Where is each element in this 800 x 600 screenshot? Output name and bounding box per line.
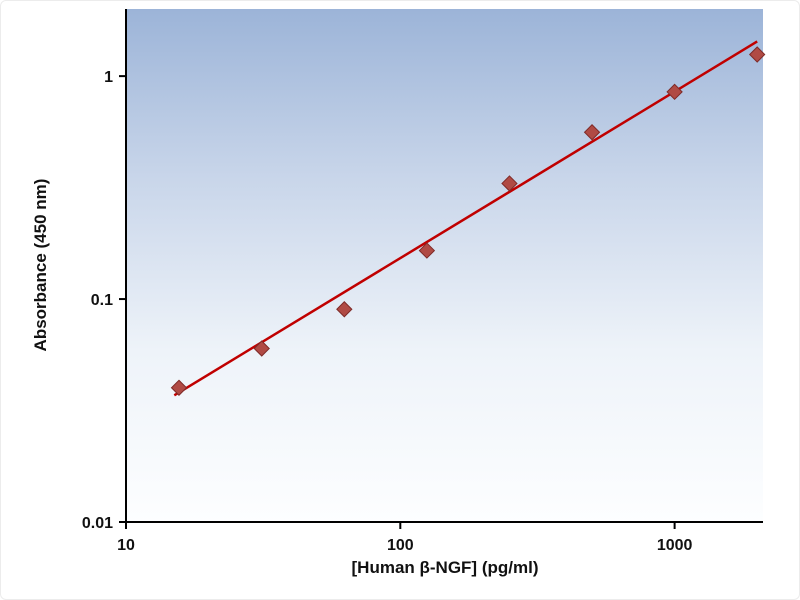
data-point — [336, 301, 353, 318]
data-point — [170, 379, 188, 396]
y-tick-label: 0.01 — [82, 515, 113, 532]
plot-background — [126, 9, 763, 522]
x-axis-title: [Human β-NGF] (pg/ml) — [351, 558, 539, 577]
data-point — [748, 46, 766, 63]
data-point — [583, 124, 601, 141]
y-tick-label: 0.1 — [91, 292, 113, 309]
x-tick-label: 1000 — [657, 537, 693, 554]
data-point — [666, 83, 683, 101]
data-point — [418, 242, 436, 259]
y-axis-title: Absorbance (450 nm) — [31, 178, 50, 352]
y-tick-label: 1 — [104, 69, 113, 86]
x-tick-label: 10 — [117, 537, 135, 554]
x-tick-label: 100 — [387, 537, 414, 554]
trend-line — [173, 40, 758, 397]
data-point — [253, 340, 270, 357]
data-point — [501, 175, 518, 192]
